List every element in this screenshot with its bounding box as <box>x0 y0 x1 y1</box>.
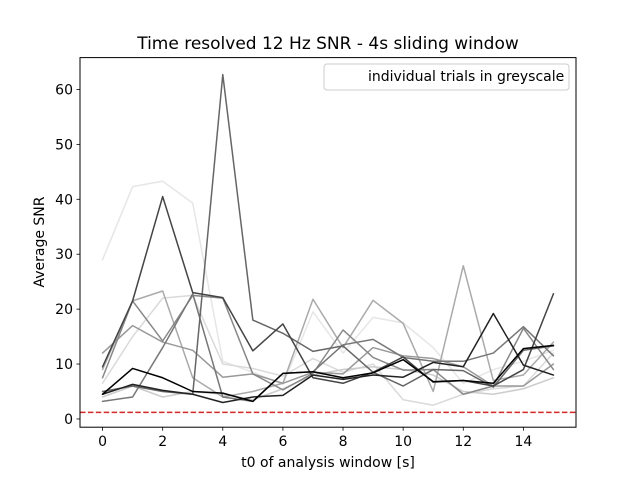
series-line-trial-5 <box>101 324 555 387</box>
chart-title: Time resolved 12 Hz SNR - 4s sliding win… <box>136 34 519 54</box>
x-tick-label: 6 <box>278 434 287 450</box>
legend-box <box>323 63 570 91</box>
y-axis-label: Average SNR <box>32 196 48 287</box>
x-tick-label: 0 <box>98 434 107 450</box>
series-line-trial-4 <box>101 264 555 398</box>
series-layer <box>101 73 555 406</box>
y-tick-label: 0 <box>64 412 73 428</box>
x-tick-label: 8 <box>339 434 348 450</box>
legend: individual trials in greyscale <box>323 63 570 91</box>
series-line-trial-6 <box>101 294 555 395</box>
x-tick-label: 14 <box>514 434 532 450</box>
legend-label: individual trials in greyscale <box>368 69 564 85</box>
y-tick-label: 10 <box>55 357 73 373</box>
y-tick-label: 60 <box>55 82 73 98</box>
series-line-trial-10 <box>101 312 555 404</box>
y-axis-ticks: 0 10 20 30 40 50 60 <box>55 82 80 428</box>
x-tick-label: 12 <box>454 434 472 450</box>
plot-frame <box>79 57 577 428</box>
x-tick-label: 2 <box>158 434 167 450</box>
series-line-trial-3 <box>101 366 555 401</box>
y-tick-label: 50 <box>55 137 73 153</box>
series-line-trial-7 <box>101 293 555 403</box>
x-axis-ticks: 0 2 4 6 8 10 12 14 <box>98 427 532 450</box>
x-tick-label: 10 <box>394 434 412 450</box>
series-line-trial-2 <box>101 294 555 406</box>
x-tick-label: 4 <box>218 434 227 450</box>
y-tick-label: 30 <box>55 247 73 263</box>
series-line-trial-11 <box>101 344 555 403</box>
y-tick-label: 40 <box>55 192 73 208</box>
series-line-trial-9 <box>101 195 555 387</box>
x-axis-label: t0 of analysis window [s] <box>241 455 415 471</box>
y-tick-label: 20 <box>55 302 73 318</box>
